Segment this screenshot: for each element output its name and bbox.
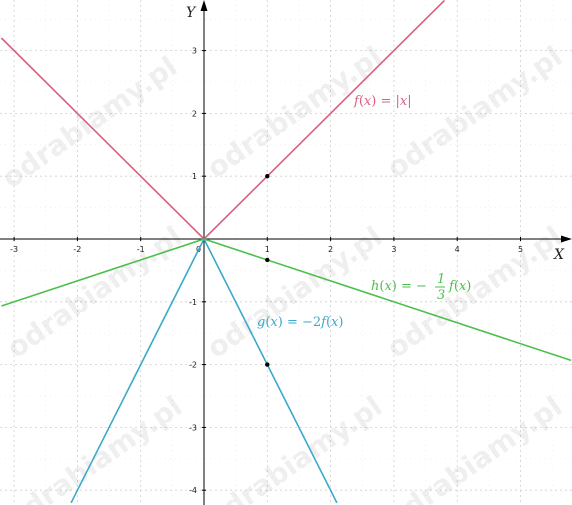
series-label-h: h(x) = − 1 3 f(x) <box>371 272 471 303</box>
y-tick-label: 1 <box>192 172 197 181</box>
svg-text:1: 1 <box>437 272 445 287</box>
y-tick-label: -3 <box>189 423 197 432</box>
series-line-h <box>1 238 572 362</box>
watermark-text: odrabiamy.pl <box>381 390 568 505</box>
y-axis-label: Y <box>186 5 197 21</box>
y-tick-label: 2 <box>192 109 197 118</box>
tick-labels: -3 -2 -1 1 2 3 4 5 3 2 1 -1 -2 -3 -4 <box>10 47 523 496</box>
y-tick-label: -2 <box>189 361 197 370</box>
x-tick-label: 5 <box>518 245 523 254</box>
svg-text:f(x): f(x) <box>448 279 471 294</box>
watermark-text: odrabiamy.pl <box>381 40 568 185</box>
y-tick-label: -4 <box>189 486 197 495</box>
series-label-f: f(x) = |x| <box>353 94 412 109</box>
watermarks: odrabiamy.pl odrabiamy.plodrabiamy.plodra… <box>0 40 568 505</box>
marked-points <box>265 174 270 367</box>
x-tick-label: 2 <box>328 245 333 254</box>
y-axis-arrow <box>200 0 208 11</box>
watermark-text: odrabiamy.pl <box>1 390 188 505</box>
x-tick-label: 4 <box>455 245 460 254</box>
series-label-g: g(x) = −2f(x) <box>257 315 343 330</box>
x-tick-label: 3 <box>391 245 396 254</box>
y-tick-label: 3 <box>192 47 197 56</box>
x-tick-label: 1 <box>265 245 270 254</box>
x-tick-label: -3 <box>10 245 18 254</box>
watermark-text: odrabiamy.pl <box>201 220 388 365</box>
svg-text:h(x) = −: h(x) = − <box>371 279 427 294</box>
watermark-text: odrabiamy.pl <box>1 220 188 365</box>
marked-point <box>265 257 270 263</box>
marked-point <box>265 362 270 367</box>
x-axis-label: X <box>553 247 565 263</box>
x-axis-arrow <box>561 235 572 243</box>
svg-text:3: 3 <box>437 288 445 303</box>
marked-point <box>265 174 270 179</box>
watermark-text: odrabiamy.pl <box>201 390 388 505</box>
function-labels: f(x) = |x| g(x) = −2f(x) h(x) = − 1 3 f(… <box>257 94 471 330</box>
x-tick-label: -1 <box>137 245 145 254</box>
y-tick-label: -1 <box>189 298 197 307</box>
watermark-text: odrabiamy.pl <box>201 40 388 185</box>
watermark-text: odrabiamy.pl <box>0 50 183 195</box>
x-tick-label: -2 <box>73 245 81 254</box>
